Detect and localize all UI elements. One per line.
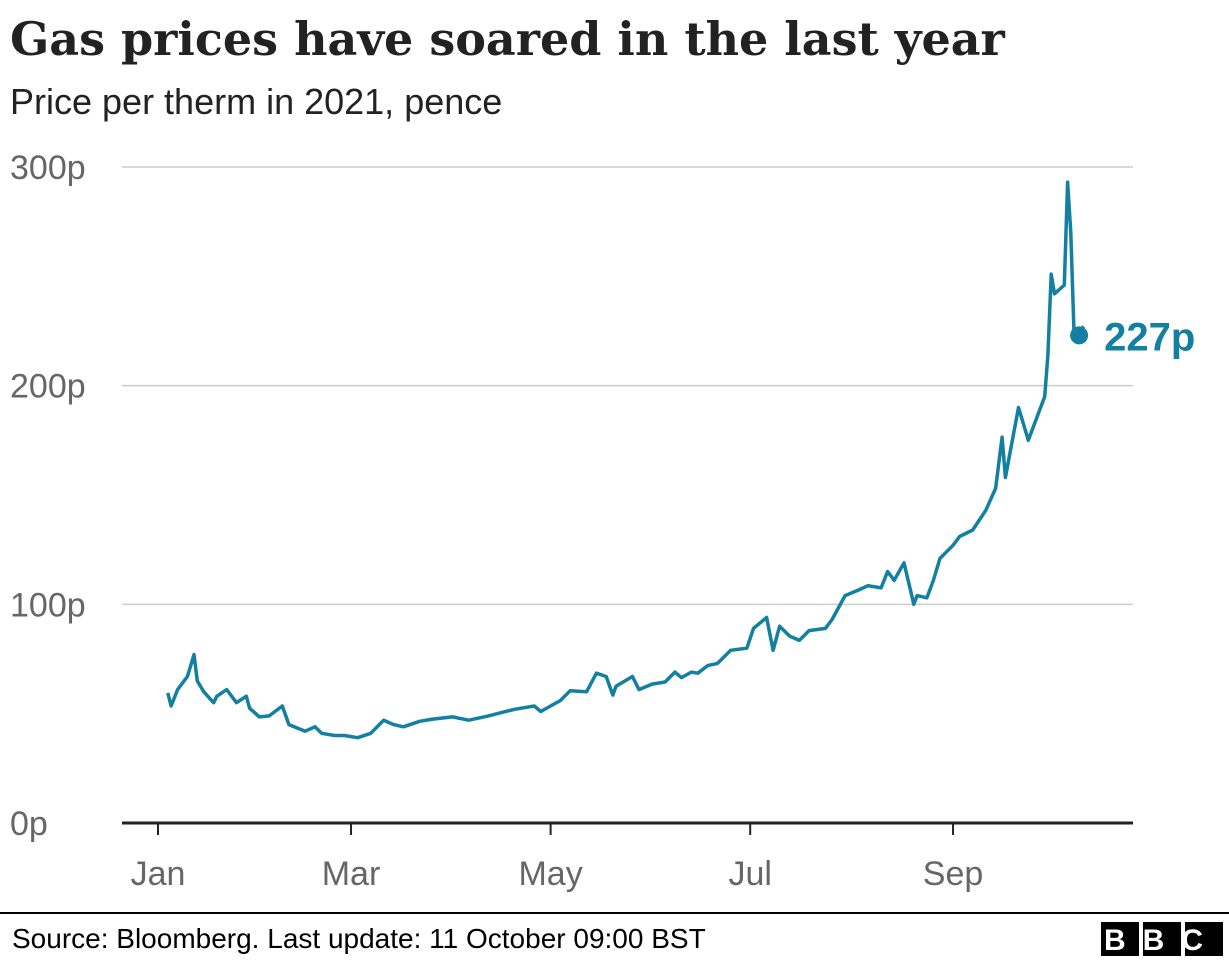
chart-subtitle: Price per therm in 2021, pence bbox=[10, 81, 502, 122]
x-tick-label: Jul bbox=[728, 855, 771, 893]
y-tick-label: 300p bbox=[10, 149, 86, 187]
end-point bbox=[1070, 326, 1089, 345]
logo-block bbox=[1143, 922, 1181, 956]
logo-block bbox=[1101, 922, 1139, 956]
x-tick-label: Sep bbox=[923, 855, 984, 893]
x-tick-label: Mar bbox=[322, 855, 381, 893]
x-tick-label: Jan bbox=[131, 855, 186, 893]
logo-block bbox=[1185, 922, 1223, 956]
y-tick-label: 100p bbox=[10, 586, 86, 624]
source: Source: Bloomberg. Last update: 11 Octob… bbox=[12, 923, 706, 954]
price-line bbox=[166, 180, 1086, 740]
logo-text: BBC bbox=[1104, 924, 1220, 957]
value-label: 227p bbox=[1104, 315, 1195, 359]
x-tick-label: May bbox=[518, 855, 582, 893]
chart-title: Gas prices have soared in the last year bbox=[10, 12, 1006, 66]
y-tick-label: 0p bbox=[10, 805, 48, 843]
logo: BBC bbox=[1101, 922, 1223, 957]
y-tick-label: 200p bbox=[10, 368, 86, 406]
